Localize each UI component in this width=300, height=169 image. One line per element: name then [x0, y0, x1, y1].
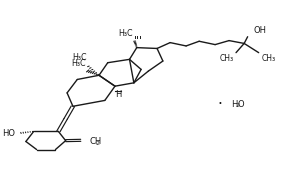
Text: H: H [231, 100, 238, 110]
Text: CH₃: CH₃ [262, 54, 276, 63]
Text: 2: 2 [236, 103, 239, 108]
Text: H₃C: H₃C [72, 53, 86, 62]
Text: H: H [115, 90, 121, 99]
Text: OH: OH [254, 26, 266, 35]
Text: H₃C: H₃C [118, 29, 133, 38]
Text: ·: · [217, 98, 222, 112]
Text: H₃C: H₃C [71, 59, 86, 68]
Text: CH: CH [89, 138, 102, 147]
Text: 2: 2 [96, 141, 100, 146]
Text: O: O [238, 100, 244, 110]
Text: HO: HO [2, 129, 15, 138]
Text: CH₃: CH₃ [220, 54, 234, 63]
